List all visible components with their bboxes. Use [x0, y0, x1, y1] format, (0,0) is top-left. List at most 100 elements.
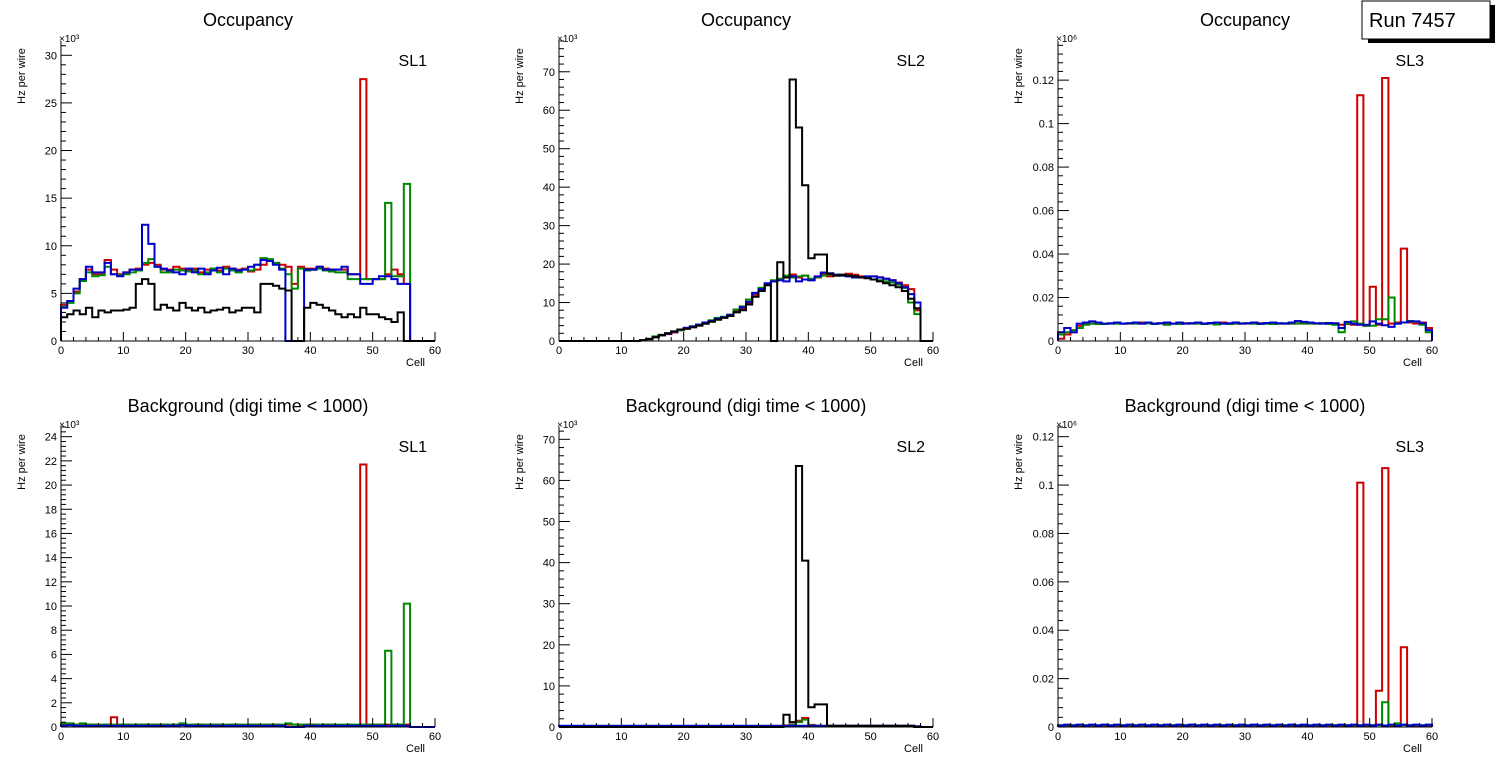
- x-tick-label: 60: [1426, 731, 1438, 743]
- y-tick-label: 22: [45, 456, 57, 468]
- x-tick-label: 40: [1301, 345, 1313, 357]
- panel-title: Background (digi time < 1000): [626, 396, 867, 416]
- y-tick-label: 30: [543, 221, 555, 233]
- y-tick-label: 0.06: [1033, 577, 1054, 589]
- y-tick-label: 16: [45, 528, 57, 540]
- x-axis-label: Cell: [904, 357, 923, 369]
- y-tick-label: 0.04: [1033, 625, 1054, 637]
- y-tick-label: 20: [45, 480, 57, 492]
- y-axis-label: Hz per wire: [16, 48, 28, 104]
- y-tick-label: 0.02: [1033, 293, 1054, 305]
- x-tick-label: 50: [1364, 731, 1376, 743]
- x-tick-label: 40: [304, 731, 316, 743]
- y-tick-label: 30: [543, 599, 555, 611]
- x-axis-label: Cell: [406, 743, 425, 755]
- x-tick-label: 50: [367, 731, 379, 743]
- series-red: [60, 78, 435, 342]
- x-tick-label: 60: [927, 345, 939, 357]
- y-tick-label: 0.1: [1039, 119, 1054, 131]
- x-tick-label: 0: [58, 345, 64, 357]
- panel-bkg-sl3: Background (digi time < 1000) 0 10 20 30 40 50…: [1013, 396, 1438, 755]
- x-tick-label: 20: [180, 731, 192, 743]
- y-tick-label: 10: [543, 298, 555, 310]
- y-tick-label: 0: [1048, 336, 1054, 348]
- run-label: Run 7457: [1369, 10, 1456, 32]
- x-tick-label: 30: [1239, 731, 1251, 743]
- y-axis-label: Hz per wire: [514, 434, 526, 490]
- y-tick-label: 0: [51, 336, 57, 348]
- y-exponent-label: ×10⁶: [1056, 420, 1077, 431]
- y-tick-label: 24: [45, 432, 57, 444]
- y-tick-label: 0.08: [1033, 162, 1054, 174]
- x-tick-label: 40: [1301, 731, 1313, 743]
- superlayer-label: SL1: [399, 53, 428, 70]
- superlayer-label: SL3: [1396, 53, 1425, 70]
- y-exponent-label: ×10³: [59, 34, 80, 45]
- superlayer-label: SL1: [399, 439, 428, 456]
- y-tick-label: 20: [543, 640, 555, 652]
- superlayer-label: SL2: [897, 53, 926, 70]
- x-tick-label: 0: [556, 731, 562, 743]
- panel-title: Occupancy: [701, 10, 791, 30]
- x-tick-label: 50: [865, 345, 877, 357]
- x-tick-label: 40: [802, 345, 814, 357]
- series-blue: [60, 223, 435, 342]
- y-exponent-label: ×10³: [557, 34, 578, 45]
- run-label-box: Run 7457: [1361, 0, 1495, 43]
- x-tick-label: 30: [242, 345, 254, 357]
- panel-title: Occupancy: [1200, 10, 1290, 30]
- x-tick-label: 20: [1177, 345, 1189, 357]
- y-tick-label: 10: [45, 241, 57, 253]
- x-tick-label: 0: [1055, 345, 1061, 357]
- superlayer-label: SL2: [897, 439, 926, 456]
- y-tick-label: 30: [45, 50, 57, 62]
- x-tick-label: 10: [117, 731, 129, 743]
- y-tick-label: 40: [543, 182, 555, 194]
- y-tick-label: 40: [543, 558, 555, 570]
- series-blue: [60, 724, 435, 728]
- x-tick-label: 30: [740, 731, 752, 743]
- y-exponent-label: ×10³: [59, 420, 80, 431]
- x-tick-label: 10: [117, 345, 129, 357]
- x-tick-label: 0: [58, 731, 64, 743]
- y-tick-label: 4: [51, 674, 57, 686]
- y-tick-label: 20: [45, 146, 57, 158]
- y-tick-label: 20: [543, 259, 555, 271]
- x-axis-label: Cell: [1403, 743, 1422, 755]
- y-tick-label: 0.06: [1033, 206, 1054, 218]
- panel-bkg-sl2: Background (digi time < 1000) 0 10 20 30 40 50…: [514, 396, 939, 755]
- x-tick-label: 10: [1114, 345, 1126, 357]
- y-tick-label: 14: [45, 553, 57, 565]
- x-tick-label: 60: [429, 731, 441, 743]
- y-axis-label: Hz per wire: [1013, 434, 1025, 490]
- y-tick-label: 12: [45, 577, 57, 589]
- y-tick-label: 18: [45, 504, 57, 516]
- y-tick-label: 0: [549, 336, 555, 348]
- x-tick-label: 20: [180, 345, 192, 357]
- series-red: [1057, 77, 1433, 341]
- y-tick-label: 0.08: [1033, 528, 1054, 540]
- x-axis-label: Cell: [406, 357, 425, 369]
- x-axis-label: Cell: [904, 743, 923, 755]
- x-tick-label: 60: [1426, 345, 1438, 357]
- series-red: [1057, 467, 1433, 727]
- x-tick-label: 50: [865, 731, 877, 743]
- x-tick-label: 40: [304, 345, 316, 357]
- y-axis-label: Hz per wire: [16, 434, 28, 490]
- panel-title: Occupancy: [203, 10, 293, 30]
- y-tick-label: 60: [543, 105, 555, 117]
- y-exponent-label: ×10³: [557, 420, 578, 431]
- panel-bkg-sl1: Background (digi time < 1000)0 10 20 30 40 50…: [16, 396, 441, 755]
- y-tick-label: 0.12: [1033, 432, 1054, 444]
- y-exponent-label: ×10⁶: [1056, 34, 1077, 45]
- panel-occ-sl2: Occupancy 0 10 20 30 40 50 60 0 10 20 30 40 50 60 70 ×10…: [514, 10, 939, 369]
- series-black: [559, 78, 933, 342]
- y-tick-label: 0: [549, 722, 555, 734]
- series-red: [60, 463, 435, 728]
- y-tick-label: 0.12: [1033, 75, 1054, 87]
- series-blue: [1057, 320, 1433, 341]
- y-axis-label: Hz per wire: [514, 48, 526, 104]
- series-black: [559, 465, 933, 728]
